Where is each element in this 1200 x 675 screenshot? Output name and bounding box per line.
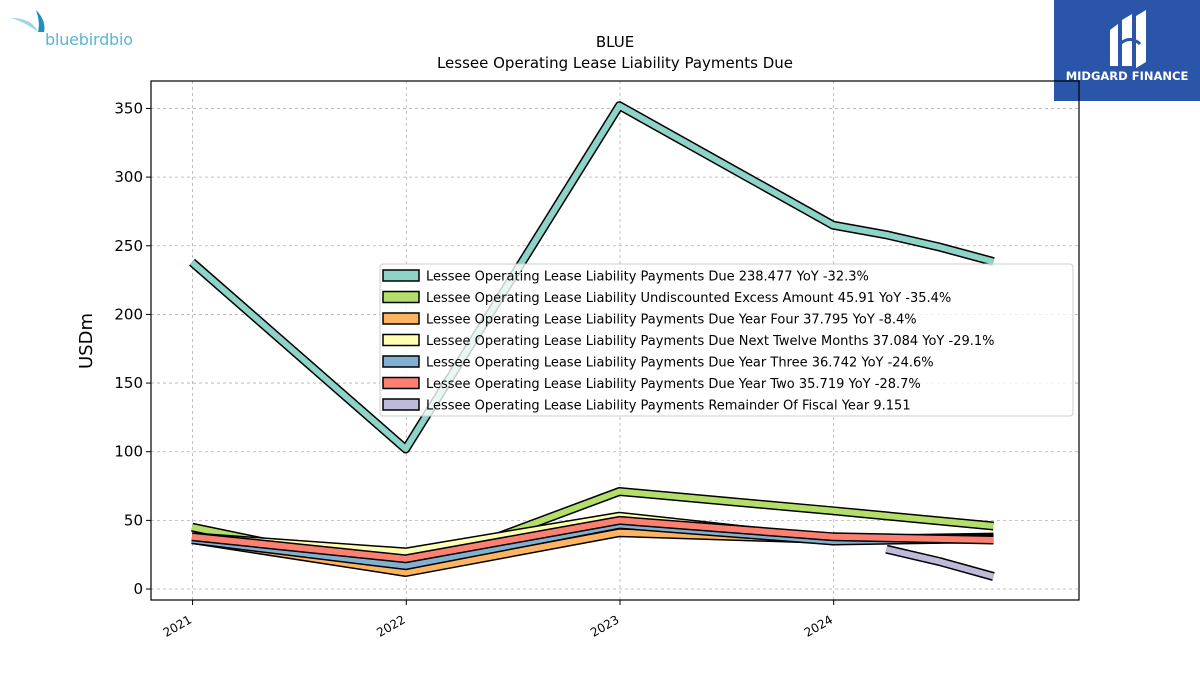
series-line — [189, 101, 995, 454]
series-line — [191, 515, 994, 564]
legend: Lessee Operating Lease Liability Payment… — [379, 263, 1074, 417]
y-tick-label: 150 — [114, 374, 143, 392]
legend-item: Lessee Operating Lease Liability Payment… — [382, 312, 917, 328]
legend-item: Lessee Operating Lease Liability Payment… — [382, 376, 921, 392]
series-stroke — [885, 546, 995, 580]
y-tick-label: 0 — [133, 580, 143, 598]
legend-swatch — [382, 355, 420, 368]
company-wordmark: bluebirdbio — [45, 30, 133, 49]
y-axis-label: USDm — [76, 313, 97, 369]
y-tick-label: 350 — [114, 99, 143, 117]
x-tick-label: 2021 — [161, 612, 194, 639]
legend-item: Lessee Operating Lease Liability Payment… — [382, 333, 995, 349]
x-tick-label: 2023 — [588, 612, 621, 639]
plot-frame — [150, 80, 1080, 601]
legend-swatch — [382, 312, 420, 325]
legend-item: Lessee Operating Lease Liability Payment… — [382, 355, 934, 371]
legend-label: Lessee Operating Lease Liability Payment… — [426, 313, 917, 328]
legend-swatch — [382, 398, 420, 411]
bluebirdbio-logo: bluebirdbio — [8, 10, 158, 50]
legend-box — [379, 263, 1074, 417]
publisher-name: MIDGARD FINANCE — [1065, 69, 1189, 83]
series-line — [885, 544, 995, 581]
x-tick-label: 2024 — [802, 612, 835, 639]
legend-label: Lessee Operating Lease Liability Payment… — [426, 356, 934, 371]
y-axis: 0 50 100 150 200 250 300 350 — [114, 99, 151, 598]
midgard-emblem-icon — [1110, 10, 1146, 68]
midgard-finance-logo: MIDGARD FINANCE — [1054, 0, 1200, 101]
series-stroke — [190, 102, 995, 452]
legend-item: Lessee Operating Lease Liability Payment… — [382, 269, 869, 285]
series-stroke — [191, 517, 994, 562]
legend-label: Lessee Operating Lease Liability Payment… — [426, 377, 921, 392]
bird-icon — [10, 10, 45, 32]
legend-swatch — [382, 269, 420, 282]
x-tick-label: 2022 — [374, 612, 407, 639]
series-layer — [189, 101, 995, 581]
legend-label: Lessee Operating Lease Liability Payment… — [426, 334, 995, 349]
y-tick-label: 200 — [114, 305, 143, 323]
legend-swatch — [382, 290, 420, 304]
y-tick-label: 300 — [114, 168, 143, 186]
legend-label: Lessee Operating Lease Liability Payment… — [426, 270, 869, 285]
x-axis: 2021 2022 2023 2024 — [161, 600, 835, 640]
y-tick-label: 50 — [124, 511, 143, 529]
y-tick-label: 250 — [114, 237, 143, 255]
legend-label: Lessee Operating Lease Liability Undisco… — [426, 291, 951, 306]
legend-swatch — [382, 376, 420, 390]
legend-label: Lessee Operating Lease Liability Payment… — [426, 399, 911, 414]
chart-subtitle: Lessee Operating Lease Liability Payment… — [437, 54, 793, 72]
y-tick-label: 100 — [114, 443, 143, 461]
legend-swatch — [382, 333, 420, 347]
legend-item: Lessee Operating Lease Liability Payment… — [382, 398, 911, 414]
legend-item: Lessee Operating Lease Liability Undisco… — [382, 290, 951, 306]
chart-title: BLUE — [596, 33, 634, 51]
